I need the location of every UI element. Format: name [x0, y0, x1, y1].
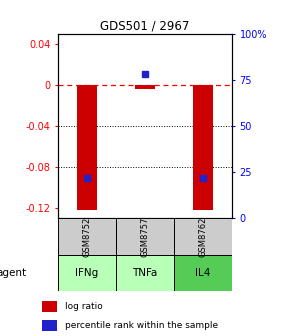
Bar: [42, 300, 57, 312]
Text: GSM8752: GSM8752: [82, 216, 92, 257]
Bar: [135, 85, 155, 89]
Text: IL4: IL4: [195, 267, 211, 278]
Bar: [193, 85, 213, 210]
Text: IFNg: IFNg: [75, 267, 99, 278]
Text: agent: agent: [0, 267, 26, 278]
Bar: [77, 85, 97, 210]
Bar: [116, 255, 174, 291]
Text: GSM8757: GSM8757: [140, 216, 150, 257]
Bar: [58, 255, 116, 291]
Bar: [174, 218, 232, 255]
Bar: [174, 255, 232, 291]
Text: TNFa: TNFa: [132, 267, 158, 278]
Text: GSM8762: GSM8762: [198, 216, 208, 257]
Bar: [42, 320, 57, 331]
Text: percentile rank within the sample: percentile rank within the sample: [65, 321, 218, 330]
Bar: [58, 218, 116, 255]
Title: GDS501 / 2967: GDS501 / 2967: [100, 19, 190, 33]
Bar: [116, 218, 174, 255]
Text: log ratio: log ratio: [65, 302, 102, 311]
